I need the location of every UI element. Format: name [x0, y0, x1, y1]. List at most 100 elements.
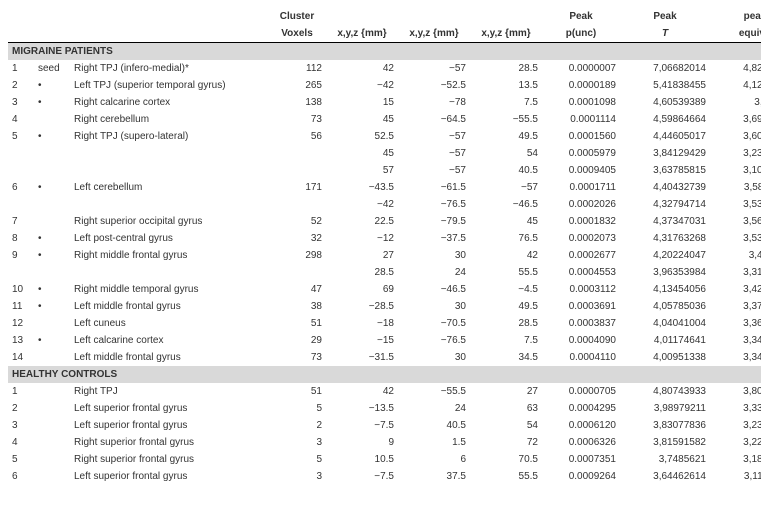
cell: Right superior frontal gyrus	[70, 451, 268, 468]
cell: 3,695312	[710, 94, 761, 111]
cell: 3,96353984	[620, 264, 710, 281]
cell: −42	[326, 77, 398, 94]
cell: −46.5	[398, 281, 470, 298]
table-row: 28.52455.50.00045533,963539843,31676094	[8, 264, 761, 281]
cell: 22.5	[326, 213, 398, 230]
cell: 171	[268, 179, 326, 196]
cell: Left cerebellum	[70, 179, 268, 196]
cell: −52.5	[398, 77, 470, 94]
table-row: 14Left middle frontal gyrus73−31.53034.5…	[8, 349, 761, 366]
cell: 3	[8, 417, 34, 434]
cell: Right cerebellum	[70, 111, 268, 128]
cell: •	[34, 298, 70, 315]
table-row: 13•Left calcarine cortex29−15−76.57.50.0…	[8, 332, 761, 349]
cell: 0.0003112	[542, 281, 620, 298]
header-punc: p(unc)	[542, 25, 620, 43]
header-peak-1: Peak	[542, 8, 620, 25]
cell	[34, 349, 70, 366]
cell	[70, 196, 268, 213]
cell: −7.5	[326, 468, 398, 485]
cell: 27	[326, 247, 398, 264]
cell: −28.5	[326, 298, 398, 315]
table-row: 4Right cerebellum7345−64.5−55.50.0001114…	[8, 111, 761, 128]
cell	[34, 264, 70, 281]
cell: 30	[398, 247, 470, 264]
cell: −12	[326, 230, 398, 247]
cell: 0.0001832	[542, 213, 620, 230]
results-table: Cluster Peak Peak peak Voxels x,y,z {mm}…	[8, 8, 761, 485]
cell: 7	[8, 213, 34, 230]
header-t: T	[620, 25, 710, 43]
cell: −57	[470, 179, 542, 196]
cell: 3	[268, 434, 326, 451]
cell: Left middle frontal gyrus	[70, 349, 268, 366]
cell: 4,04041004	[620, 315, 710, 332]
cell: 1	[8, 383, 34, 400]
cell: 45	[470, 213, 542, 230]
cell	[34, 315, 70, 332]
cell: −61.5	[398, 179, 470, 196]
cell: 0.0009405	[542, 162, 620, 179]
cell: 11	[8, 298, 34, 315]
cell: •	[34, 332, 70, 349]
table-row: 2•Left TPJ (superior temporal gyrus)265−…	[8, 77, 761, 94]
cell: 0.0004090	[542, 332, 620, 349]
cell: 0.0001114	[542, 111, 620, 128]
cell: 37.5	[398, 468, 470, 485]
cell: −7.5	[326, 417, 398, 434]
cell: 0.0004295	[542, 400, 620, 417]
cell: 13	[8, 332, 34, 349]
table-row: 3Left superior frontal gyrus2−7.540.5540…	[8, 417, 761, 434]
cell	[268, 162, 326, 179]
cell: seed	[34, 60, 70, 77]
cell: 3,64462614	[620, 468, 710, 485]
cell: 4,20224047	[620, 247, 710, 264]
cell: Right TPJ (supero-lateral)	[70, 128, 268, 145]
cell: 3,83077836	[620, 417, 710, 434]
table-row: 2Left superior frontal gyrus5−13.524630.…	[8, 400, 761, 417]
table-row: −42−76.5−46.50.00020264,327947143,536697…	[8, 196, 761, 213]
cell: 3,23320829	[710, 417, 761, 434]
cell: 45	[326, 145, 398, 162]
table-row: 45−57540.00059793,841294293,23989488	[8, 145, 761, 162]
cell: •	[34, 128, 70, 145]
cell: Right calcarine cortex	[70, 94, 268, 111]
cell: 2	[8, 77, 34, 94]
cell: 4,05785036	[620, 298, 710, 315]
cell: •	[34, 281, 70, 298]
cell: 4,59864664	[620, 111, 710, 128]
cell: 3,34663897	[710, 332, 761, 349]
cell: 28.5	[470, 315, 542, 332]
cell: 0.0004553	[542, 264, 620, 281]
cell: −57	[398, 60, 470, 77]
cell: 54	[470, 417, 542, 434]
cell: 12	[8, 315, 34, 332]
cell: •	[34, 77, 70, 94]
cell: 0.0006326	[542, 434, 620, 451]
cell: 3,58110512	[710, 179, 761, 196]
cell: 3	[268, 468, 326, 485]
cell: 4,44605017	[620, 128, 710, 145]
header-coord-2: x,y,z {mm}	[398, 25, 470, 43]
cell: 27	[470, 383, 542, 400]
section-title: HEALTHY CONTROLS	[8, 366, 761, 383]
header-cluster: Cluster	[268, 8, 326, 25]
cell: 4,32794714	[620, 196, 710, 213]
cell: 3,80626101	[710, 383, 761, 400]
cell: 3,11286349	[710, 468, 761, 485]
table-row: 6Left superior frontal gyrus3−7.537.555.…	[8, 468, 761, 485]
cell: Right superior frontal gyrus	[70, 434, 268, 451]
cell: 0.0003837	[542, 315, 620, 332]
section-title: MIGRAINE PATIENTS	[8, 43, 761, 61]
cell	[34, 417, 70, 434]
cell: 3,36428942	[710, 315, 761, 332]
cell: 6	[8, 179, 34, 196]
cell: 3,42165515	[710, 281, 761, 298]
cell: −57	[398, 145, 470, 162]
cell: 0.0000705	[542, 383, 620, 400]
cell: 63	[470, 400, 542, 417]
cell: 70.5	[470, 451, 542, 468]
cell: 47	[268, 281, 326, 298]
cell: −46.5	[470, 196, 542, 213]
cell: 4,01174641	[620, 332, 710, 349]
